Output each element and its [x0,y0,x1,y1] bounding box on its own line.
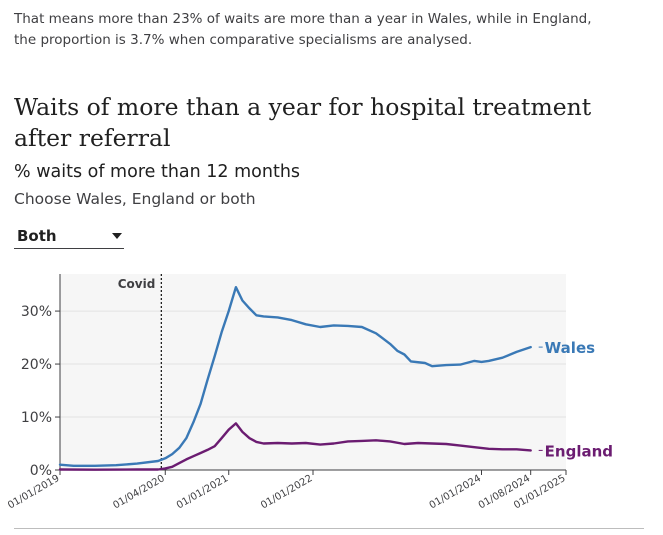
selector-instruction: Choose Wales, England or both [14,190,256,208]
y-tick-label: 10% [21,410,52,426]
x-tick-label: 01/01/2024 [428,473,483,511]
covid-annotation-label: Covid [118,277,156,291]
england-series-label: England [545,442,613,460]
x-tick-label: 01/01/2022 [259,473,314,511]
x-tick-label: 01/01/2021 [175,473,230,511]
line-chart: 0%10%20%30%01/01/2019 01/04/2020 01/01/202… [6,274,613,511]
y-tick-label: 30% [21,304,52,320]
nation-select-dropdown[interactable]: Both [14,224,124,249]
wales-series-line [58,286,532,467]
y-tick-label: 0% [30,463,52,479]
wales-series-label: Wales [545,339,595,357]
plot-background [60,274,566,470]
chart-subtitle: % waits of more than 12 months [14,162,301,182]
divider [14,528,644,529]
x-tick-label: 01/04/2020 [111,473,166,511]
england-series-line [58,422,532,471]
chart-title: Waits of more than a year for hospital t… [14,93,592,152]
y-tick-label: 20% [21,357,52,373]
intro-paragraph: That means more than 23% of waits are mo… [14,11,592,48]
nation-select-value: Both [17,227,57,245]
chevron-down-icon [112,233,122,239]
